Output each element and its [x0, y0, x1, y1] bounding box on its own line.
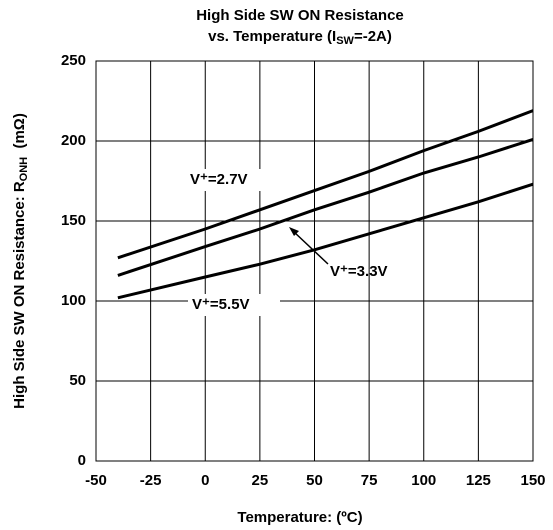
subtitle-part: vs. Temperature (I	[208, 28, 336, 45]
y-tick-label: 200	[61, 132, 86, 149]
label-background	[186, 169, 278, 191]
y-label-part: (mΩ)	[11, 113, 28, 157]
label-background	[188, 294, 280, 316]
y-tick-label: 150	[61, 212, 86, 229]
chart-title: High Side SW ON Resistance	[196, 7, 404, 24]
series-line	[117, 137, 534, 277]
y-label-subscript: ONH	[18, 157, 30, 182]
subtitle-part: =-2A)	[354, 28, 392, 45]
series-label: V⁺=3.3V	[330, 263, 388, 280]
series-line	[117, 109, 534, 260]
chart-subtitle: vs. Temperature (ISW=-2A)	[208, 28, 392, 47]
arrow-head	[289, 227, 299, 236]
annotation-arrow	[292, 230, 329, 265]
series-line	[117, 182, 534, 300]
x-tick-label: 150	[520, 472, 545, 489]
x-tick-label: -50	[85, 472, 107, 489]
x-tick-label: 100	[411, 472, 436, 489]
y-axis-label: High Side SW ON Resistance: RONH (mΩ)	[11, 113, 30, 409]
y-tick-label: 0	[78, 452, 86, 469]
x-tick-label: 125	[466, 472, 491, 489]
y-tick-label: 50	[69, 372, 86, 389]
x-tick-label: 50	[306, 472, 323, 489]
series-label: V⁺=2.7V	[190, 171, 248, 188]
y-tick-label: 100	[61, 292, 86, 309]
x-tick-label: 75	[361, 472, 378, 489]
x-tick-label: 0	[201, 472, 209, 489]
x-tick-label: 25	[252, 472, 269, 489]
x-axis-label: Temperature: (ºC)	[237, 509, 362, 526]
y-tick-label: 250	[61, 52, 86, 69]
plot-border	[95, 60, 534, 462]
x-tick-label: -25	[140, 472, 162, 489]
series-label: V⁺=5.5V	[192, 296, 250, 313]
y-label-part: High Side SW ON Resistance: R	[11, 181, 28, 409]
subtitle-subscript: SW	[336, 35, 354, 47]
